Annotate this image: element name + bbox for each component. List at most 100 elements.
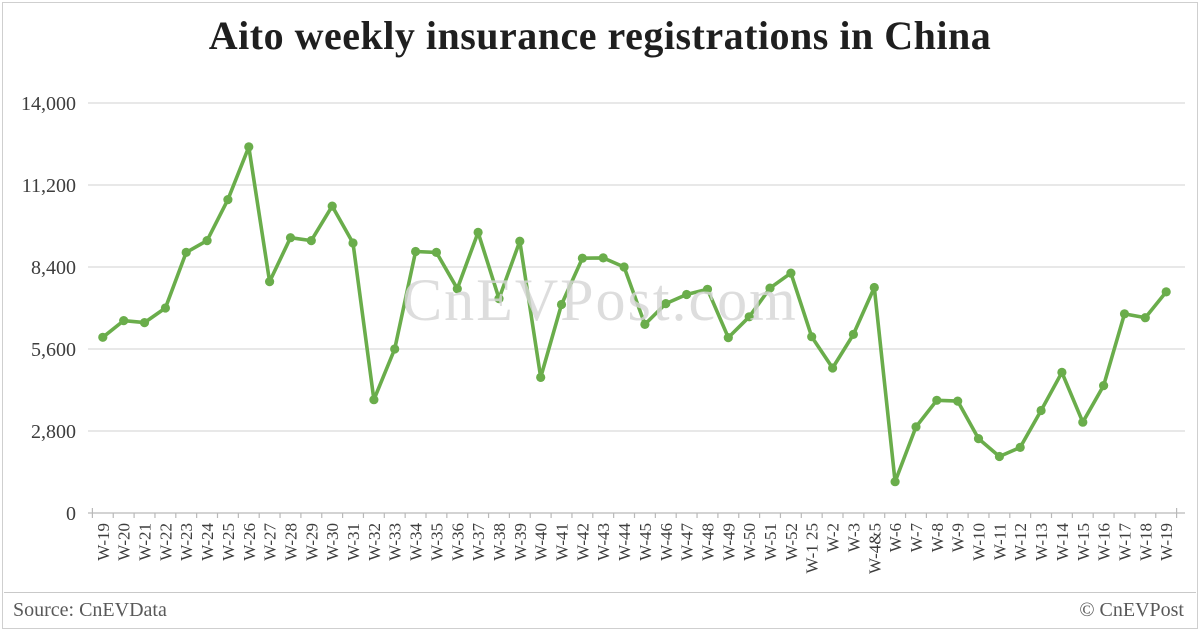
data-point	[119, 316, 129, 326]
data-point	[702, 284, 713, 294]
x-tick-label: W-23	[177, 523, 196, 561]
x-tick-label: W-1 25	[803, 523, 822, 574]
data-point	[139, 318, 150, 328]
data-line	[101, 145, 1168, 484]
data-point	[828, 363, 838, 373]
x-tick-label: W-25	[219, 523, 238, 561]
x-tick-label: W-52	[782, 523, 801, 561]
data-point	[953, 396, 963, 406]
source-text: Source: CnEVData	[13, 599, 167, 621]
x-tick-label: W-3	[844, 523, 863, 552]
x-tick-label: W-44	[615, 523, 634, 561]
x-tick-label: W-13	[1032, 523, 1051, 561]
x-tick-label: W-33	[386, 523, 405, 561]
x-tick-label: W-40	[532, 523, 551, 561]
y-tick-label: 8,400	[31, 257, 76, 279]
x-tick-label: W-42	[573, 523, 592, 561]
data-point	[494, 294, 504, 304]
x-tick-label: W-37	[469, 523, 488, 561]
data-point	[598, 253, 608, 263]
x-tick-label: W-35	[427, 523, 446, 561]
data-point	[348, 238, 358, 248]
x-tick-label: W-14	[1053, 523, 1072, 561]
x-tick-label: W-20	[115, 523, 134, 561]
x-tick-label: W-2	[824, 523, 843, 552]
data-point	[202, 236, 212, 246]
data-point	[411, 246, 421, 257]
x-tick-label: W-12	[1011, 523, 1030, 561]
data-point	[265, 277, 275, 287]
data-point	[160, 303, 170, 313]
data-point	[431, 247, 441, 257]
data-point	[869, 282, 879, 293]
x-tick-label: W-39	[511, 523, 530, 561]
data-point	[473, 227, 483, 237]
data-point	[807, 332, 817, 342]
data-point	[723, 333, 733, 343]
data-point	[994, 451, 1005, 462]
x-tick-label: W-11	[990, 523, 1009, 560]
y-tick-label: 2,800	[31, 421, 76, 443]
data-point	[244, 142, 254, 152]
x-tick-label: W-43	[594, 523, 613, 561]
data-point	[640, 319, 650, 329]
data-point	[515, 236, 525, 246]
x-tick-label: W-50	[740, 523, 759, 561]
data-point	[98, 332, 108, 342]
x-tick-label: W-30	[323, 523, 342, 561]
data-point	[1099, 381, 1109, 391]
data-point	[765, 283, 775, 293]
data-point	[1119, 309, 1130, 319]
chart-title: Aito weekly insurance registrations in C…	[208, 13, 992, 58]
x-tick-label: W-46	[657, 523, 676, 561]
data-point	[577, 253, 588, 263]
footer-divider	[4, 592, 1196, 593]
x-tick-label: W-36	[448, 523, 467, 561]
data-point	[556, 299, 567, 310]
data-point	[1161, 287, 1171, 297]
x-tick-label: W-48	[698, 523, 717, 561]
data-point	[682, 289, 692, 300]
x-tick-label: W-7	[907, 523, 926, 553]
x-tick-label: W-47	[678, 523, 697, 561]
x-tick-label: W-9	[949, 523, 968, 552]
x-tick-label: W-51	[761, 523, 780, 561]
x-tick-label: W-28	[281, 523, 300, 561]
data-point	[848, 329, 859, 339]
x-tick-label: W-18	[1136, 523, 1155, 561]
x-tick-label: W-8	[928, 523, 947, 552]
x-tick-label: W-41	[553, 523, 572, 561]
x-tick-label: W-17	[1115, 523, 1134, 561]
x-tick-label: W-24	[198, 523, 217, 561]
data-point	[1078, 417, 1088, 427]
x-tick-label: W-19	[94, 523, 113, 561]
y-tick-label: 0	[66, 503, 76, 525]
copyright-text: © CnEVPost	[1079, 599, 1184, 621]
x-tick-label: W-29	[302, 523, 321, 561]
y-tick-label: 5,600	[31, 339, 76, 361]
x-tick-label: W-21	[136, 523, 155, 561]
x-tick-label: W-31	[344, 523, 363, 561]
x-tick-label: W-16	[1095, 523, 1114, 561]
x-tick-label: W-38	[490, 523, 509, 561]
x-tick-label: W-27	[261, 523, 280, 561]
x-tick-label: W-15	[1074, 523, 1093, 561]
data-point	[619, 262, 629, 272]
data-point	[661, 299, 671, 309]
data-point	[306, 236, 316, 246]
data-point	[285, 233, 296, 243]
x-tick-label: W-19	[1157, 523, 1176, 561]
data-point	[1140, 313, 1150, 323]
data-point	[1057, 367, 1067, 377]
x-tick-label: W-6	[886, 523, 905, 552]
data-point	[223, 195, 233, 205]
data-point	[536, 372, 546, 382]
y-tick-label: 11,200	[22, 175, 76, 197]
x-tick-label: W-45	[636, 523, 655, 561]
data-point	[369, 395, 379, 405]
x-tick-label: W-10	[970, 523, 989, 561]
x-tick-label: W-4&5	[865, 523, 884, 574]
x-tick-label: W-26	[240, 523, 259, 561]
